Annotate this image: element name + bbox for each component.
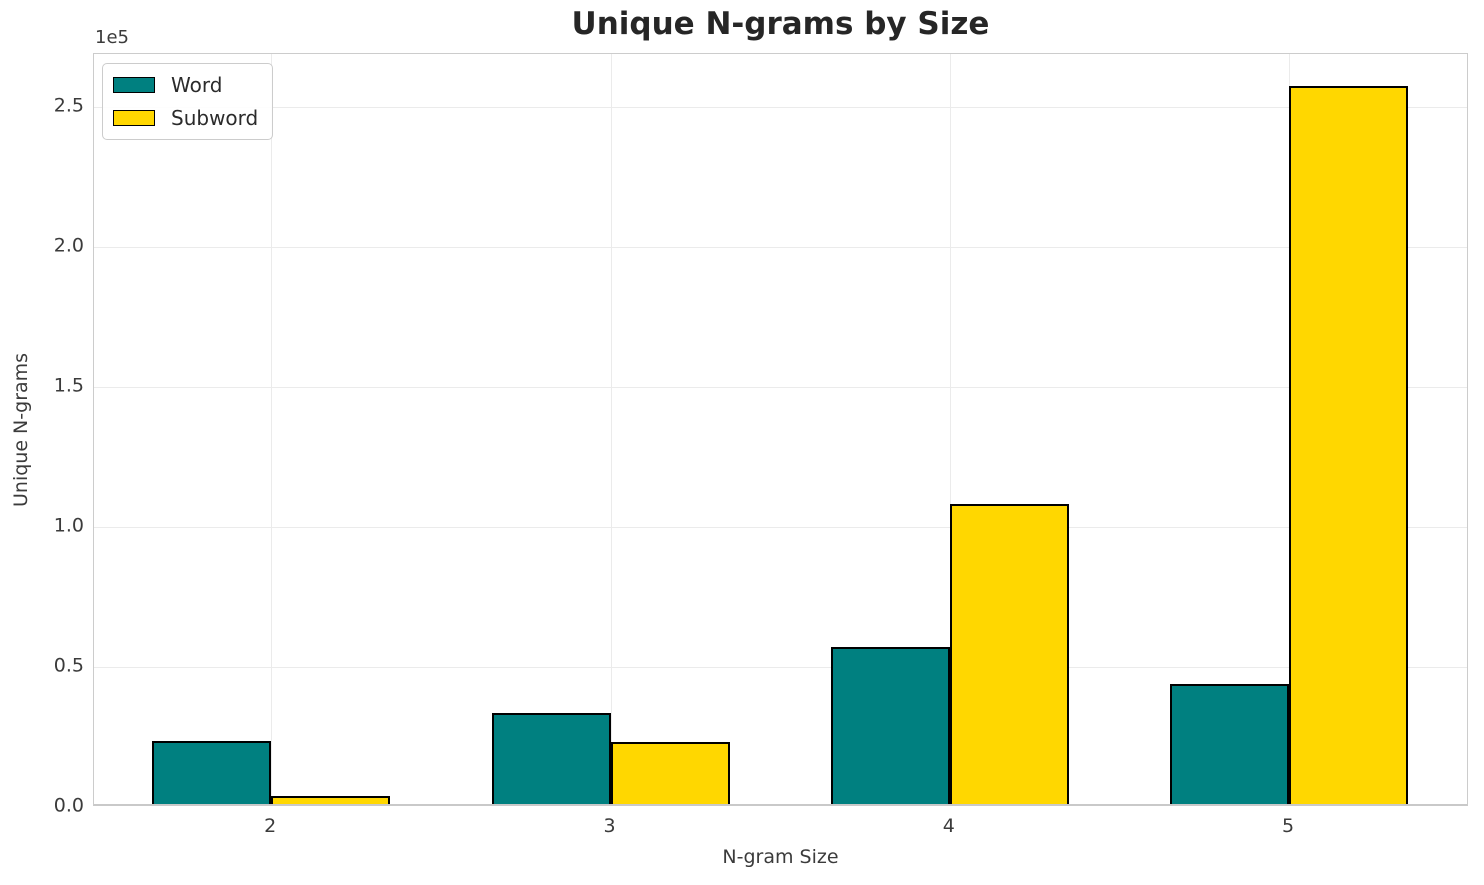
v-gridline <box>610 54 612 804</box>
v-gridline <box>949 54 951 804</box>
bar-word-5 <box>1170 683 1290 804</box>
h-gridline <box>94 387 1467 389</box>
bar-subword-4 <box>949 504 1069 804</box>
plot-area: Word Subword <box>93 53 1468 806</box>
legend-swatch-subword <box>113 110 155 126</box>
bar-word-4 <box>830 647 950 804</box>
bar-subword-5 <box>1289 86 1409 804</box>
h-gridline <box>94 247 1467 249</box>
x-tick-label: 2 <box>264 815 277 837</box>
x-tick-label: 4 <box>942 815 955 837</box>
y-tick-label: 0.5 <box>53 654 84 677</box>
v-gridline <box>271 54 273 804</box>
y-tick-label: 2.5 <box>53 94 84 117</box>
bar-subword-2 <box>271 795 391 804</box>
x-axis-label: N-gram Size <box>722 846 839 868</box>
legend: Word Subword <box>102 63 274 140</box>
x-tick-label: 3 <box>603 815 616 837</box>
y-tick-label: 1.0 <box>53 514 84 537</box>
h-gridline <box>94 107 1467 109</box>
legend-label-subword: Subword <box>171 106 259 130</box>
h-gridline <box>94 667 1467 669</box>
legend-item-subword: Subword <box>113 106 259 130</box>
bar-subword-3 <box>610 742 730 804</box>
x-tick-label: 5 <box>1282 815 1295 837</box>
y-tick-label: 1.5 <box>53 374 84 397</box>
chart-title: Unique N-grams by Size <box>571 6 990 42</box>
y-tick-label: 2.0 <box>53 234 84 257</box>
y-tick-label: 0.0 <box>53 794 84 817</box>
legend-label-word: Word <box>171 73 223 97</box>
bar-word-3 <box>491 713 611 804</box>
legend-swatch-word <box>113 77 155 93</box>
y-axis-label: Unique N-grams <box>10 352 32 507</box>
bar-word-2 <box>152 741 272 804</box>
h-gridline <box>94 527 1467 529</box>
legend-item-word: Word <box>113 73 258 97</box>
y-axis-offset-label: 1e5 <box>95 27 129 48</box>
